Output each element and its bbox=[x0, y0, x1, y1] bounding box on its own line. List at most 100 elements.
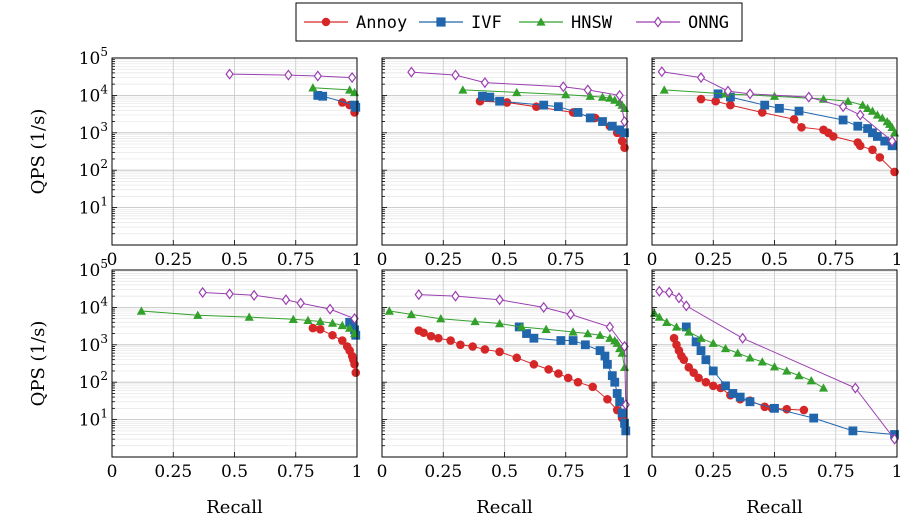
data-point bbox=[615, 397, 625, 407]
legend-marker bbox=[653, 16, 663, 28]
data-point bbox=[573, 108, 583, 117]
data-point bbox=[682, 300, 691, 312]
data-point bbox=[875, 153, 885, 162]
x-tick-label: 0.5 bbox=[221, 462, 248, 482]
data-point bbox=[890, 167, 899, 177]
chart-panel-6: 0 0.25 0.5 0.75 1 Recall bbox=[647, 269, 902, 518]
data-point bbox=[605, 321, 615, 333]
series-line bbox=[141, 310, 355, 334]
data-point bbox=[610, 95, 620, 104]
x-tick-label: 0.75 bbox=[817, 250, 855, 270]
data-point bbox=[225, 288, 234, 300]
x-tick-label: 0 bbox=[647, 250, 658, 270]
data-point bbox=[679, 355, 689, 364]
data-point bbox=[451, 69, 460, 81]
data-point bbox=[597, 92, 608, 101]
x-tick-label: 0.75 bbox=[547, 250, 585, 270]
data-point bbox=[595, 346, 605, 355]
data-point bbox=[554, 369, 563, 378]
data-point bbox=[337, 320, 347, 330]
data-point bbox=[595, 330, 605, 339]
data-point bbox=[414, 288, 423, 301]
data-point bbox=[495, 347, 504, 357]
data-point bbox=[244, 312, 254, 321]
data-point bbox=[603, 394, 612, 404]
data-point bbox=[794, 371, 804, 380]
data-point bbox=[573, 377, 583, 387]
data-point bbox=[770, 403, 779, 413]
legend-label: ONNG bbox=[688, 13, 729, 33]
data-point bbox=[328, 330, 337, 340]
x-axis-title: Recall bbox=[476, 497, 533, 518]
data-point bbox=[308, 323, 318, 333]
data-point bbox=[313, 91, 323, 100]
data-point bbox=[136, 306, 146, 315]
series-onng bbox=[407, 66, 629, 128]
series-line bbox=[418, 294, 627, 405]
series-group bbox=[384, 288, 631, 436]
data-point bbox=[720, 343, 731, 353]
data-point bbox=[708, 366, 718, 376]
data-point bbox=[829, 132, 838, 141]
x-tick-label: 1 bbox=[352, 462, 363, 482]
series-onng bbox=[225, 68, 357, 84]
legend-entry-hnsw: HNSW bbox=[519, 13, 613, 33]
grid bbox=[112, 270, 357, 457]
data-point bbox=[855, 141, 865, 151]
data-point bbox=[701, 377, 711, 387]
series-hnsw bbox=[659, 85, 900, 137]
series-line bbox=[229, 73, 353, 79]
series-annoy bbox=[696, 94, 899, 177]
axis-ticks bbox=[111, 271, 358, 458]
data-point bbox=[470, 316, 480, 326]
data-point bbox=[757, 357, 767, 366]
x-tick-label: 0.5 bbox=[491, 250, 518, 270]
y-tick-label: 103 bbox=[79, 120, 108, 144]
x-tick-label: 1 bbox=[352, 250, 363, 270]
data-point bbox=[669, 333, 679, 343]
data-point bbox=[887, 135, 897, 147]
data-point bbox=[838, 115, 848, 125]
data-point bbox=[468, 342, 477, 351]
x-axis-title: Recall bbox=[746, 497, 803, 518]
data-point bbox=[512, 87, 522, 97]
data-point bbox=[554, 102, 563, 112]
data-point bbox=[495, 96, 504, 106]
data-point bbox=[681, 322, 691, 332]
data-point bbox=[529, 333, 539, 343]
data-point bbox=[654, 312, 664, 321]
data-point bbox=[757, 108, 767, 117]
grid bbox=[382, 58, 627, 245]
data-point bbox=[694, 373, 703, 383]
data-point bbox=[621, 426, 631, 436]
data-point bbox=[281, 294, 291, 306]
data-point bbox=[775, 103, 784, 113]
axis-ticks bbox=[651, 271, 898, 458]
data-point bbox=[620, 418, 629, 428]
data-point bbox=[799, 405, 809, 415]
data-point bbox=[843, 96, 853, 105]
data-point bbox=[384, 306, 394, 315]
data-point bbox=[696, 71, 706, 84]
series-onng bbox=[657, 66, 897, 147]
data-point bbox=[769, 91, 780, 100]
series-group bbox=[225, 68, 361, 117]
data-point bbox=[347, 71, 357, 84]
data-point bbox=[198, 286, 207, 299]
data-point bbox=[313, 70, 323, 82]
axis-ticks bbox=[381, 271, 628, 458]
y-axis-title: QPS (1/s) bbox=[28, 321, 49, 407]
data-point bbox=[539, 100, 549, 110]
data-point bbox=[563, 373, 573, 383]
data-point bbox=[327, 318, 338, 327]
data-point bbox=[782, 366, 792, 375]
x-tick-label: 0 bbox=[107, 250, 118, 270]
x-tick-label: 1 bbox=[622, 462, 633, 482]
data-point bbox=[838, 101, 848, 113]
legend-label: IVF bbox=[471, 13, 502, 33]
series-line bbox=[654, 312, 824, 389]
data-point bbox=[502, 98, 512, 107]
data-point bbox=[620, 128, 629, 138]
data-point bbox=[745, 353, 755, 362]
